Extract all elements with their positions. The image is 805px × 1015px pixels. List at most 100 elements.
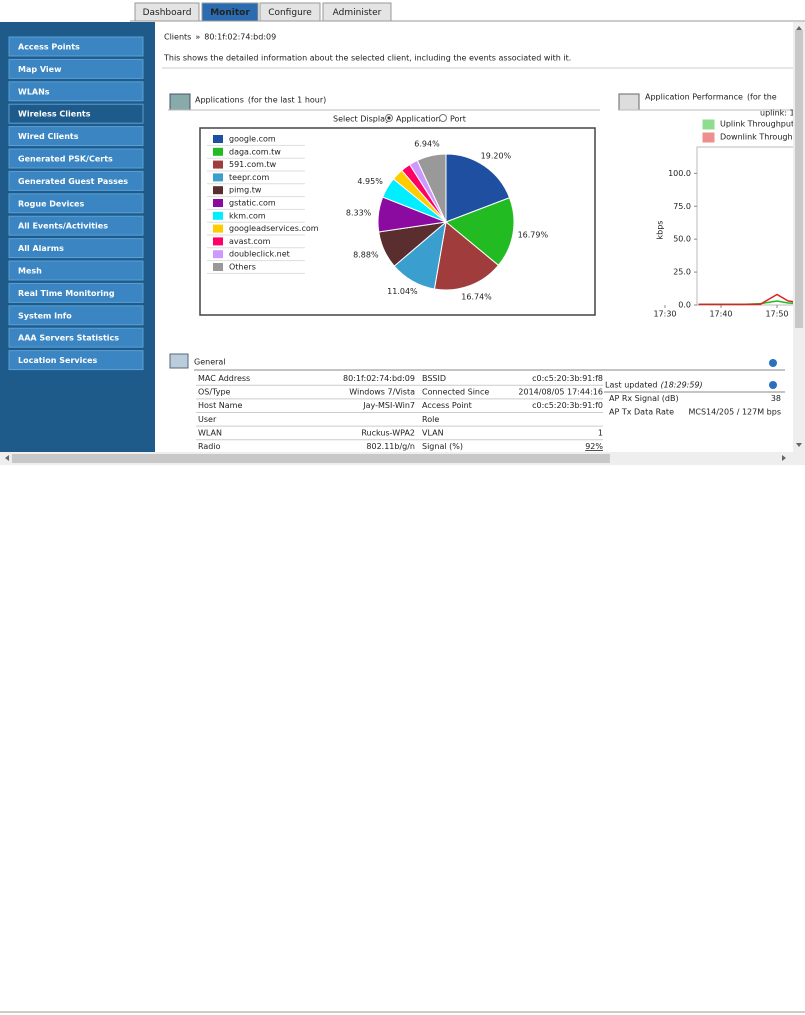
annotation: uplink: 1.: [760, 109, 797, 118]
field-value[interactable]: c0:c5:20:3b:91:f0: [532, 401, 603, 410]
field-label: AP Rx Signal (dB): [609, 394, 679, 403]
field-value[interactable]: 92%: [585, 442, 603, 451]
menu-item[interactable]: [8, 103, 144, 124]
legend-swatch: [213, 199, 223, 207]
legend-label: kkm.com: [229, 211, 266, 220]
field-value: Ruckus-WPA2: [361, 428, 415, 437]
y-tick-label: 25.0: [673, 268, 691, 277]
separator: »: [195, 33, 200, 42]
field-value: Windows 7/Vista: [349, 388, 415, 397]
menu-label: Generated Guest Passes: [18, 177, 128, 186]
field-value[interactable]: c0:c5:20:3b:91:f8: [532, 374, 603, 383]
y-tick-label: 75.0: [673, 202, 691, 211]
section-title: Applications: [195, 96, 244, 105]
legend-label: pimg.tw: [229, 186, 262, 195]
menu-item[interactable]: [8, 36, 144, 57]
legend-swatch: [213, 250, 223, 259]
legend-label: Uplink Throughput: [720, 120, 794, 129]
y-axis-label: kbps: [656, 221, 665, 240]
icon: [618, 93, 640, 111]
x-tick-label: 17:30: [653, 310, 676, 319]
pie-slice: [445, 197, 515, 267]
page-title: 80:1f:02:74:bd:09: [204, 33, 276, 42]
legend-label: Downlink Throughput: [720, 133, 805, 142]
slice-label: 6.94%: [414, 139, 440, 148]
y-tick-label: 100.0: [668, 169, 691, 178]
pie-slice: [433, 221, 500, 291]
breadcrumb[interactable]: Clients: [164, 33, 191, 42]
menu-label: System Info: [18, 311, 72, 320]
menu-item[interactable]: [8, 282, 144, 303]
field-value[interactable]: 80:1f:02:74:bd:09: [343, 374, 415, 383]
field-value: 802.11b/g/n: [366, 442, 415, 451]
menu-item[interactable]: [8, 350, 144, 371]
menu-item[interactable]: [8, 58, 144, 79]
radio-label: Port: [450, 115, 466, 124]
slice-label: 8.33%: [346, 208, 372, 217]
y-tick-label: 0.0: [678, 301, 691, 310]
field-label: WLAN: [198, 428, 222, 437]
select-label: Select Display:: [333, 115, 392, 124]
legend-swatch: [213, 237, 223, 246]
legend-label: googleadservices.com: [229, 224, 319, 233]
menu-item[interactable]: [8, 305, 144, 326]
menu-item[interactable]: [8, 126, 144, 147]
field-value: MCS14/205 / 127M bps: [688, 408, 781, 417]
field-label: Host Name: [198, 401, 242, 410]
series-line: [698, 293, 793, 306]
status-time: (18:29:59): [660, 381, 702, 390]
legend-label: 591.com.tw: [229, 160, 277, 169]
v-scroll-thumb[interactable]: [795, 30, 803, 328]
menu-item[interactable]: [8, 148, 144, 169]
menu-label: Access Points: [18, 43, 80, 52]
menu-item[interactable]: [8, 215, 144, 236]
menu-item[interactable]: [8, 260, 144, 281]
legend-label: daga.com.tw: [229, 147, 281, 156]
legend-label: gstatic.com: [229, 199, 276, 208]
field-value: Jay-MSI-Win7: [362, 401, 415, 410]
legend-swatch: [213, 173, 223, 182]
menu-label: All Events/Activities: [18, 222, 108, 231]
scrollbars: [0, 22, 805, 1013]
menu-label: WLANs: [18, 87, 50, 96]
legend-swatch: [213, 135, 223, 143]
field-value: 1: [598, 428, 603, 437]
menu-label: Generated PSK/Certs: [18, 155, 113, 164]
legend-swatch: [213, 147, 223, 156]
legend-swatch: [213, 224, 223, 233]
menu-item[interactable]: [8, 193, 144, 214]
menu-label: Real Time Monitoring: [18, 289, 115, 298]
menu-item[interactable]: [8, 170, 144, 191]
section-title: Application Performance: [645, 93, 743, 102]
status-label: Last updated: [605, 381, 657, 390]
menu-item[interactable]: [8, 81, 144, 102]
pie-slice: [445, 153, 511, 223]
menu-item[interactable]: [8, 327, 144, 348]
menu-item[interactable]: [8, 238, 144, 259]
field-label: User: [198, 415, 217, 424]
radio[interactable]: [439, 114, 447, 122]
menu-label: AAA Servers Statistics: [18, 334, 119, 343]
menu-label: Rogue Devices: [18, 199, 84, 208]
legend-swatch: [702, 119, 715, 130]
tab-label: Configure: [268, 8, 312, 18]
refresh-icon[interactable]: [769, 381, 777, 389]
menu-label: Wireless Clients: [18, 110, 91, 119]
x-tick-label: 17:40: [709, 310, 732, 319]
h-scroll-thumb[interactable]: [12, 454, 610, 463]
tab-label: Monitor: [210, 8, 250, 18]
legend-label: Others: [229, 263, 256, 272]
field-label: MAC Address: [198, 374, 250, 383]
icon: [169, 93, 191, 111]
slice-label: 11.04%: [387, 287, 418, 296]
menu-label: Map View: [18, 65, 62, 74]
y-tick-label: 50.0: [673, 235, 691, 244]
description: This shows the detailed information abou…: [163, 54, 571, 63]
refresh-icon[interactable]: [769, 359, 777, 367]
slice-label: 16.79%: [518, 230, 549, 239]
menu-label: All Alarms: [18, 244, 64, 253]
field-label: OS/Type: [198, 388, 231, 397]
icon: [169, 353, 189, 369]
field-label: AP Tx Data Rate: [609, 408, 674, 417]
